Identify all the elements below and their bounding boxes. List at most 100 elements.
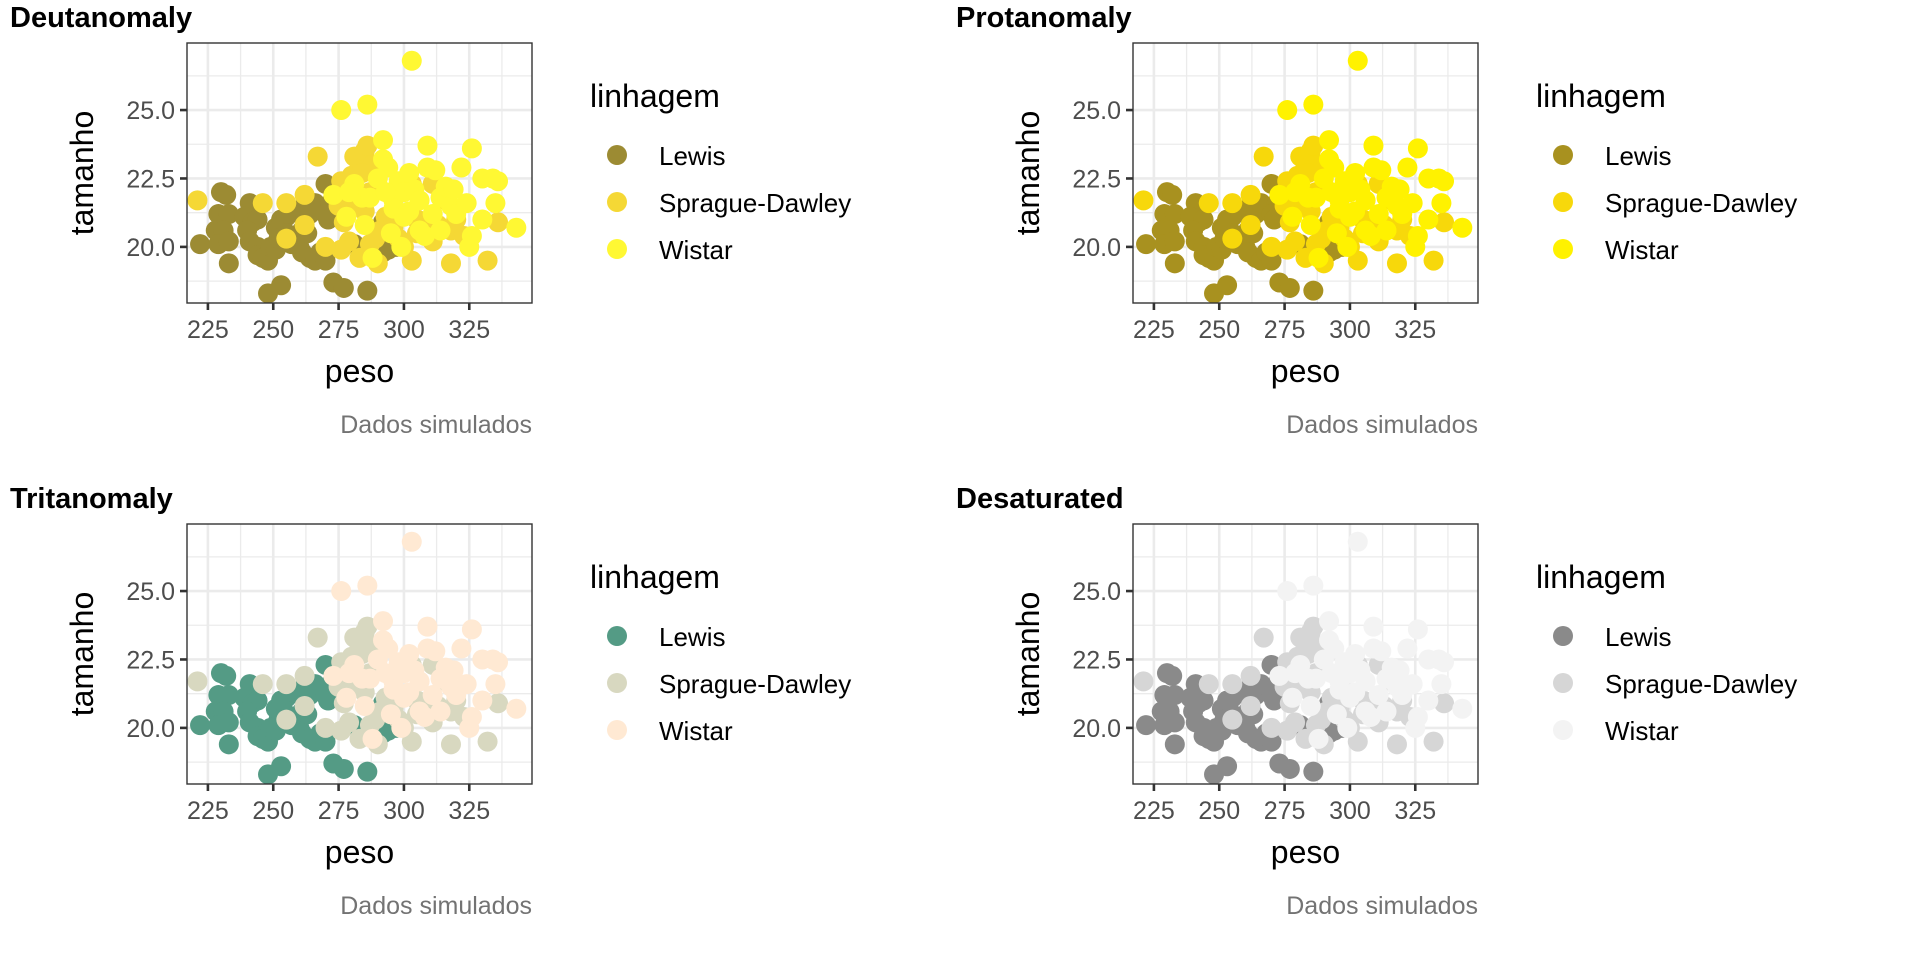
point-wistar xyxy=(1407,138,1428,159)
point-wistar xyxy=(485,674,506,695)
point-sprague-dawley xyxy=(1198,674,1219,695)
panel-border xyxy=(1132,42,1479,304)
x-tick-label: 225 xyxy=(1133,797,1175,825)
point-sprague-dawley xyxy=(1240,215,1261,235)
panel-border xyxy=(186,523,533,785)
legend-label: Sprague-Dawley xyxy=(1605,669,1797,699)
point-lewis xyxy=(216,184,237,205)
point-wistar xyxy=(456,193,477,214)
point-wistar xyxy=(1282,687,1303,708)
x-tick-label: 300 xyxy=(1329,797,1371,825)
point-sprague-dawley xyxy=(357,135,378,156)
point-sprague-dawley xyxy=(252,674,273,695)
point-wistar xyxy=(1303,94,1324,115)
legend-key-wistar xyxy=(1553,239,1573,259)
y-tick-label: 20.0 xyxy=(1072,715,1121,743)
point-lewis xyxy=(218,734,239,755)
point-wistar xyxy=(1319,130,1340,151)
point-sprague-dawley xyxy=(1133,671,1154,692)
point-wistar xyxy=(414,706,435,727)
legend-key-sprague-dawley xyxy=(1553,673,1573,693)
point-lewis xyxy=(1303,280,1324,301)
point-wistar xyxy=(1345,163,1366,183)
point-lewis xyxy=(218,231,239,252)
point-lewis xyxy=(357,280,378,301)
point-wistar xyxy=(1300,696,1321,716)
chart-title: Deutanomaly xyxy=(10,2,192,34)
chart-panel-protanomaly: Protanomaly 225 250 275 300 325 20.0 22.5 25.0 pe… xyxy=(956,2,1797,439)
point-sprague-dawley xyxy=(440,253,461,274)
point-wistar xyxy=(1405,717,1426,738)
point-lewis xyxy=(1164,712,1185,733)
point-wistar xyxy=(1282,206,1303,227)
point-wistar xyxy=(1434,652,1455,673)
point-wistar xyxy=(459,236,480,257)
legend: linhagem Lewis Sprague-Dawley Wistar xyxy=(590,78,851,265)
point-lewis xyxy=(190,234,211,255)
point-wistar xyxy=(1389,179,1410,200)
point-wistar xyxy=(488,171,509,192)
point-wistar xyxy=(399,163,420,183)
x-tick-label: 325 xyxy=(448,797,490,825)
point-sprague-dawley xyxy=(1423,731,1444,752)
point-sprague-dawley xyxy=(331,720,352,741)
legend-label: Wistar xyxy=(1605,716,1679,746)
point-wistar xyxy=(362,728,383,749)
point-wistar xyxy=(409,190,430,211)
point-wistar xyxy=(409,671,430,692)
y-axis-label: tamanho xyxy=(64,111,100,236)
legend-label: Lewis xyxy=(659,141,725,171)
x-tick-label: 275 xyxy=(318,316,360,344)
data-points xyxy=(187,531,527,785)
point-sprague-dawley xyxy=(401,731,422,752)
point-lewis xyxy=(1264,690,1285,711)
point-lewis xyxy=(216,665,237,686)
point-wistar xyxy=(1434,171,1455,192)
data-points xyxy=(1133,50,1473,304)
point-wistar xyxy=(357,575,378,596)
point-wistar xyxy=(1397,638,1418,659)
point-wistar xyxy=(1285,663,1306,684)
point-wistar xyxy=(1397,157,1418,178)
legend-key-lewis xyxy=(1553,145,1573,165)
x-tick-label: 225 xyxy=(187,316,229,344)
point-lewis xyxy=(315,731,336,752)
legend-label: Sprague-Dawley xyxy=(1605,188,1797,218)
x-tick-label: 325 xyxy=(1394,797,1436,825)
y-tick-label: 25.0 xyxy=(126,578,175,606)
point-wistar xyxy=(399,644,420,664)
data-points xyxy=(187,50,527,304)
point-wistar xyxy=(430,701,451,722)
point-wistar xyxy=(393,206,414,227)
legend-label: Lewis xyxy=(1605,141,1671,171)
chart-title: Desaturated xyxy=(956,483,1124,515)
point-sprague-dawley xyxy=(307,627,328,648)
point-sprague-dawley xyxy=(276,709,297,730)
point-lewis xyxy=(1164,734,1185,755)
point-wistar xyxy=(393,687,414,708)
point-wistar xyxy=(375,182,396,203)
point-wistar xyxy=(357,94,378,115)
legend-label: Wistar xyxy=(659,716,733,746)
legend-key-wistar xyxy=(607,239,627,259)
y-tick-label: 22.5 xyxy=(1072,646,1121,674)
point-wistar xyxy=(1371,160,1392,181)
plot-caption: Dados simulados xyxy=(1286,892,1478,920)
point-wistar xyxy=(472,690,493,711)
point-sprague-dawley xyxy=(1277,720,1298,741)
point-wistar xyxy=(1376,220,1397,241)
point-sprague-dawley xyxy=(357,616,378,637)
point-lewis xyxy=(318,209,339,230)
point-lewis xyxy=(333,758,354,779)
point-wistar xyxy=(331,100,352,121)
y-tick-label: 22.5 xyxy=(1072,165,1121,193)
x-tick-label: 300 xyxy=(383,316,425,344)
point-sprague-dawley xyxy=(1303,135,1324,156)
point-sprague-dawley xyxy=(1277,239,1298,260)
point-wistar xyxy=(323,184,344,205)
point-wistar xyxy=(1345,644,1366,664)
point-wistar xyxy=(1418,690,1439,711)
point-wistar xyxy=(459,717,480,738)
legend-label: Lewis xyxy=(659,622,725,652)
y-tick-label: 20.0 xyxy=(126,234,175,262)
